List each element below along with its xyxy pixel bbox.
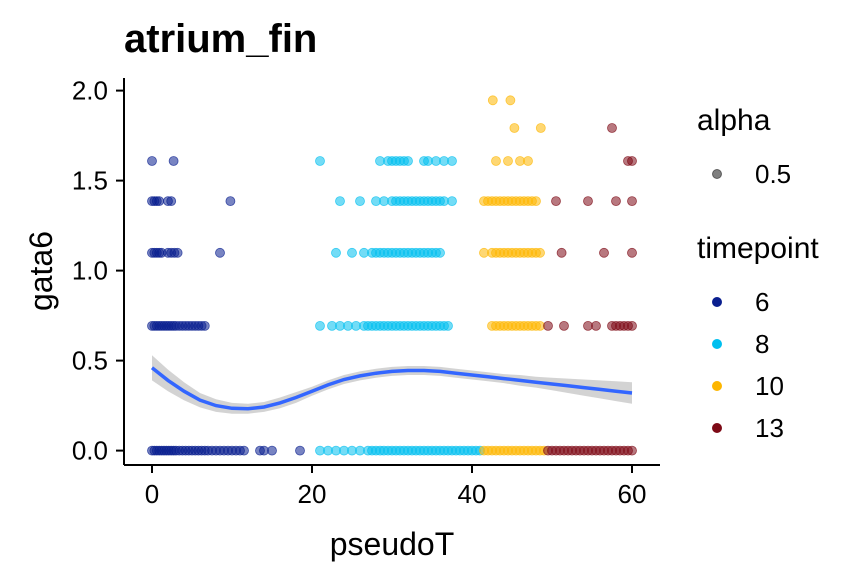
legend-alpha-label: 0.5 [755,159,791,189]
legend-timepoint-key [712,381,722,391]
data-point-tp8 [315,156,325,166]
legend-timepoint-title: timepoint [697,232,819,265]
data-point-tp10 [509,123,520,133]
data-point-tp10 [535,123,546,133]
y-tick-label: 1.5 [72,166,108,196]
data-point-tp8 [443,320,453,331]
y-tick-label: 1.0 [72,256,108,286]
data-point-tp13 [583,196,593,207]
plot-panel [147,95,637,456]
data-point-tp13 [627,445,637,456]
data-point-tp6 [168,156,179,166]
data-point-tp13 [627,320,637,331]
data-point-tp10 [505,95,516,106]
legend-timepoint-label: 8 [755,329,769,359]
data-point-tp8 [447,196,457,207]
data-point-tp10 [523,156,533,166]
chart-title: atrium_fin [124,17,317,61]
data-point-tp6 [172,247,183,258]
legend-timepoint-label: 10 [755,371,784,401]
y-axis-label: gata6 [23,231,59,311]
data-point-tp10 [491,156,501,166]
data-point-tp13 [627,196,637,207]
x-axis-label: pseudoT [330,526,455,562]
data-point-tp6 [154,196,165,207]
data-point-tp6 [295,445,305,456]
data-point-tp13 [551,196,561,207]
data-point-tp13 [599,247,609,258]
axes: 0 20 40 60 0.0 0.5 1.0 1.5 2.0 [72,76,660,509]
data-point-tp6 [166,196,177,207]
data-point-tp6 [225,196,236,207]
legend-timepoint-label: 13 [755,413,784,443]
data-point-tp6 [199,320,210,331]
legend-timepoint-key [712,423,722,433]
data-point-tp8 [403,156,413,166]
data-point-tp8 [435,247,445,258]
data-point-tp6 [147,156,157,166]
data-point-tp8 [331,247,341,258]
x-tick-label: 40 [458,479,487,509]
x-tick-label: 20 [298,479,327,509]
data-point-tp8 [335,196,345,207]
data-point-tp13 [556,247,567,258]
data-point-tp10 [531,196,541,207]
y-tick-label: 2.0 [72,76,108,106]
legend-alpha-title: alpha [697,104,771,137]
data-point-tp8 [355,196,365,207]
data-point-tp8 [315,320,325,331]
data-point-tp13 [611,196,621,207]
data-point-tp13 [543,320,553,331]
data-point-tp8 [447,156,457,166]
data-point-tp13 [559,320,569,331]
data-point-tp6 [239,445,249,456]
data-point-tp6 [267,445,277,456]
data-point-tp6 [215,247,225,258]
y-tick-label: 0.5 [72,346,108,376]
data-point-tp13 [591,320,601,331]
x-tick-label: 0 [145,479,159,509]
x-tick-label: 60 [618,479,647,509]
data-point-tp8 [347,247,357,258]
legend-timepoint-key [712,339,722,349]
data-point-tp10 [535,247,545,258]
data-point-tp13 [627,156,637,166]
smooth-trend-line [150,366,633,411]
legend-timepoint-label: 6 [755,287,769,317]
data-point-tp10 [487,95,498,106]
legend: alpha 0.5 timepoint 6 8 10 13 [697,104,819,443]
y-tick-label: 0.0 [72,436,108,466]
legend-alpha-key [712,169,722,179]
smooth-confidence-band [152,355,632,414]
legend-timepoint-key [712,297,722,307]
data-point-tp13 [627,247,637,258]
data-point-tp10 [503,156,513,166]
data-point-tp13 [607,123,617,133]
